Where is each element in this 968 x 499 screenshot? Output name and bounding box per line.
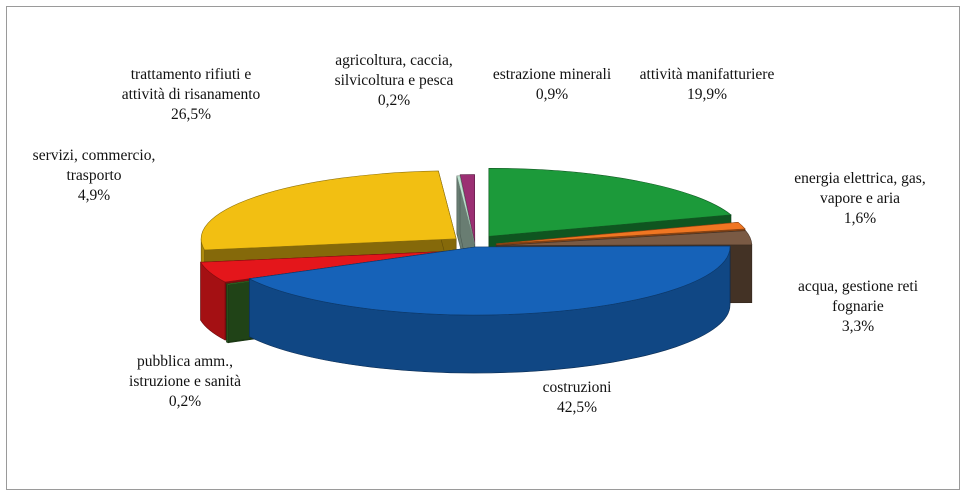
label-acqua-reti-fognarie: acqua, gestione reti fognarie 3,3% bbox=[798, 278, 919, 335]
label-value: 4,9% bbox=[78, 187, 110, 204]
slice-costruzioni bbox=[248, 245, 731, 374]
label-text: servizi, commercio, bbox=[33, 147, 156, 164]
label-value: 3,3% bbox=[842, 318, 874, 335]
label-text: vapore e aria bbox=[820, 190, 900, 207]
label-costruzioni: costruzioni 42,5% bbox=[543, 379, 613, 416]
label-trattamento-rifiuti: trattamento rifiuti e attività di risanam… bbox=[122, 66, 261, 123]
label-text: trasporto bbox=[66, 167, 121, 184]
label-estrazione-minerali: estrazione minerali 0,9% bbox=[493, 66, 612, 103]
label-value: 0,2% bbox=[169, 393, 201, 410]
label-text: silvicoltura e pesca bbox=[335, 72, 454, 89]
slice-energia-elettrica-top bbox=[496, 221, 746, 245]
slice-agricoltura-top bbox=[456, 175, 475, 244]
label-text: attività di risanamento bbox=[122, 86, 261, 103]
label-text: trattamento rifiuti e bbox=[131, 66, 252, 83]
slice-estrazione-minerali-top bbox=[459, 174, 476, 243]
slice-costruzioni-top bbox=[248, 245, 731, 316]
label-value: 0,2% bbox=[378, 92, 410, 109]
label-text: attività manifatturiere bbox=[640, 66, 775, 83]
label-value: 42,5% bbox=[557, 399, 597, 416]
label-energia-elettrica: energia elettrica, gas, vapore e aria 1,6% bbox=[794, 170, 925, 227]
pie-slices bbox=[200, 167, 753, 374]
label-text: pubblica amm., bbox=[137, 353, 233, 370]
pie-chart: agricoltura, caccia, silvicoltura e pesca… bbox=[33, 52, 926, 416]
slice-trattamento-rifiuti-top bbox=[200, 170, 457, 251]
slice-pubblica-amministrazione-rim bbox=[226, 283, 229, 344]
label-agricoltura: agricoltura, caccia, silvicoltura e pesca… bbox=[335, 52, 454, 109]
label-value: 0,9% bbox=[536, 86, 568, 103]
label-attivita-manifatturiere: attività manifatturiere 19,9% bbox=[640, 66, 775, 103]
label-text: agricoltura, caccia, bbox=[335, 52, 452, 69]
label-text: acqua, gestione reti bbox=[798, 278, 919, 295]
label-text: estrazione minerali bbox=[493, 66, 612, 83]
slice-acqua-reti-fognarie-top bbox=[496, 230, 753, 246]
slice-labels: agricoltura, caccia, silvicoltura e pesca… bbox=[33, 52, 926, 416]
label-servizi-commercio: servizi, commercio, trasporto 4,9% bbox=[33, 147, 156, 204]
label-value: 19,9% bbox=[687, 86, 727, 103]
chart-frame: agricoltura, caccia, silvicoltura e pesca… bbox=[6, 6, 960, 490]
label-text: costruzioni bbox=[543, 379, 613, 396]
label-pubblica-amministrazione: pubblica amm., istruzione e sanità 0,2% bbox=[129, 353, 241, 410]
slice-attivita-manifatturiere-top bbox=[488, 167, 732, 237]
label-text: istruzione e sanità bbox=[129, 373, 241, 390]
label-value: 26,5% bbox=[171, 106, 211, 123]
label-text: fognarie bbox=[832, 298, 884, 315]
label-value: 1,6% bbox=[844, 210, 876, 227]
label-text: energia elettrica, gas, bbox=[794, 170, 925, 187]
